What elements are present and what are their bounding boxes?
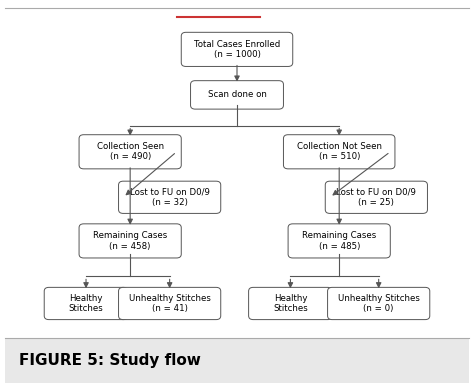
FancyBboxPatch shape bbox=[283, 135, 395, 169]
FancyBboxPatch shape bbox=[5, 337, 469, 383]
Text: Total Cases Enrolled
(n = 1000): Total Cases Enrolled (n = 1000) bbox=[194, 40, 280, 59]
Text: Lost to FU on D0/9
(n = 32): Lost to FU on D0/9 (n = 32) bbox=[130, 188, 210, 207]
Text: Collection Seen
(n = 490): Collection Seen (n = 490) bbox=[97, 142, 164, 161]
FancyBboxPatch shape bbox=[191, 80, 283, 109]
Text: Scan done on: Scan done on bbox=[208, 91, 266, 99]
Text: Unhealthy Stitches
(n = 0): Unhealthy Stitches (n = 0) bbox=[338, 294, 419, 313]
Text: Lost to FU on D0/9
(n = 25): Lost to FU on D0/9 (n = 25) bbox=[337, 188, 416, 207]
FancyBboxPatch shape bbox=[288, 224, 390, 258]
Text: FIGURE 5: Study flow: FIGURE 5: Study flow bbox=[18, 353, 201, 368]
FancyBboxPatch shape bbox=[79, 135, 181, 169]
FancyBboxPatch shape bbox=[118, 288, 221, 320]
FancyBboxPatch shape bbox=[248, 288, 332, 320]
FancyBboxPatch shape bbox=[328, 288, 430, 320]
FancyBboxPatch shape bbox=[181, 33, 293, 67]
FancyBboxPatch shape bbox=[44, 288, 128, 320]
Text: Healthy
Stitches: Healthy Stitches bbox=[69, 294, 103, 313]
Text: Collection Not Seen
(n = 510): Collection Not Seen (n = 510) bbox=[297, 142, 382, 161]
Text: Remaining Cases
(n = 485): Remaining Cases (n = 485) bbox=[302, 231, 376, 251]
FancyBboxPatch shape bbox=[79, 224, 181, 258]
Text: Healthy
Stitches: Healthy Stitches bbox=[273, 294, 308, 313]
Text: Remaining Cases
(n = 458): Remaining Cases (n = 458) bbox=[93, 231, 167, 251]
FancyBboxPatch shape bbox=[118, 181, 221, 213]
FancyBboxPatch shape bbox=[325, 181, 428, 213]
Text: Unhealthy Stitches
(n = 41): Unhealthy Stitches (n = 41) bbox=[129, 294, 210, 313]
